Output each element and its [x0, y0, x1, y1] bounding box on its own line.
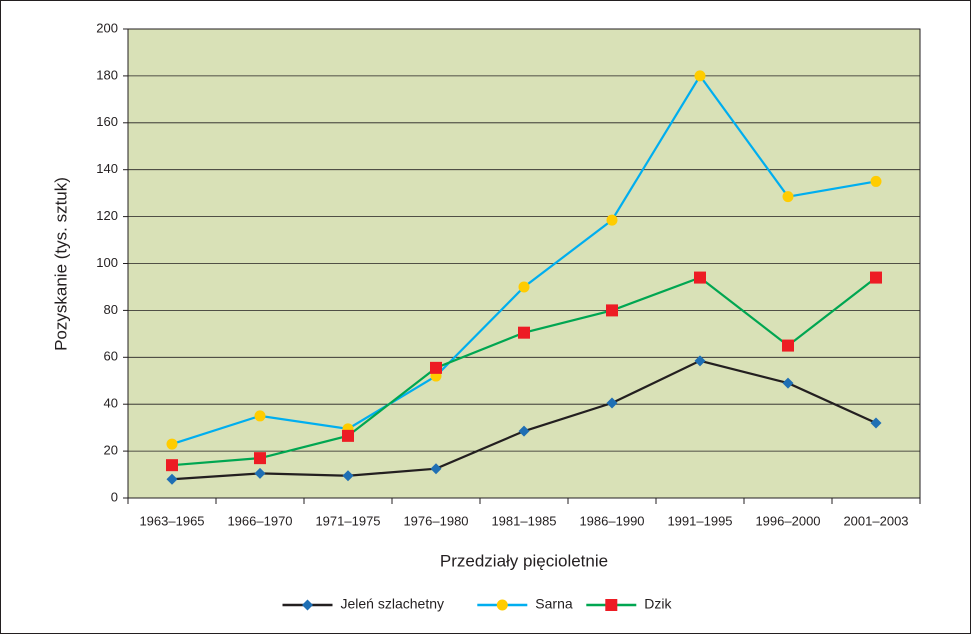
data-point: [430, 361, 442, 374]
y-tick-label: 100: [96, 255, 118, 270]
y-tick-label: 140: [96, 161, 118, 176]
data-point: [870, 417, 882, 429]
legend-label: Jeleń szlachetny: [341, 596, 445, 612]
data-point: [782, 191, 794, 203]
data-point: [342, 429, 354, 442]
data-point: [782, 377, 794, 389]
y-axis-label: Pozyskanie (tys. sztuk): [51, 177, 70, 351]
x-tick-label: 1991–1995: [667, 513, 732, 528]
y-tick-label: 160: [96, 114, 118, 129]
x-tick-label: 1971–1975: [315, 513, 380, 528]
y-tick-label: 120: [96, 208, 118, 223]
y-tick-label: 200: [96, 20, 118, 35]
y-tick-label: 0: [111, 489, 118, 504]
data-point: [870, 271, 882, 284]
data-point: [870, 175, 882, 187]
data-point: [694, 271, 706, 284]
data-point: [254, 452, 266, 465]
x-tick-label: 1976–1980: [403, 513, 468, 528]
x-tick-label: 1996–2000: [755, 513, 820, 528]
legend-label: Sarna: [535, 596, 573, 612]
x-axis-label: Przedziały pięcioletnie: [440, 551, 608, 570]
data-point: [166, 459, 178, 472]
data-point: [518, 425, 530, 437]
data-point: [518, 281, 530, 293]
y-tick-label: 40: [104, 396, 118, 411]
x-tick-label: 1981–1985: [491, 513, 556, 528]
data-point: [166, 438, 178, 450]
data-point: [254, 467, 266, 479]
x-tick-label: 1986–1990: [579, 513, 644, 528]
y-tick-label: 80: [104, 302, 118, 317]
data-point: [694, 70, 706, 82]
y-tick-label: 20: [104, 443, 118, 458]
data-point: [606, 397, 618, 409]
legend-marker: [605, 599, 618, 611]
legend-label: Dzik: [644, 596, 672, 612]
y-tick-label: 180: [96, 67, 118, 82]
data-point: [694, 355, 706, 367]
data-point: [782, 339, 794, 352]
x-tick-label: 2001–2003: [843, 513, 908, 528]
data-point: [254, 410, 266, 422]
data-point: [606, 214, 618, 226]
data-point: [606, 304, 618, 317]
legend-marker: [302, 599, 313, 611]
x-tick-label: 1966–1970: [227, 513, 292, 528]
x-tick-label: 1963–1965: [139, 513, 204, 528]
data-point: [430, 463, 442, 475]
y-tick-label: 60: [104, 349, 118, 364]
data-point: [518, 326, 530, 339]
legend-marker: [496, 599, 508, 611]
data-point: [166, 473, 178, 485]
data-point: [342, 470, 354, 482]
